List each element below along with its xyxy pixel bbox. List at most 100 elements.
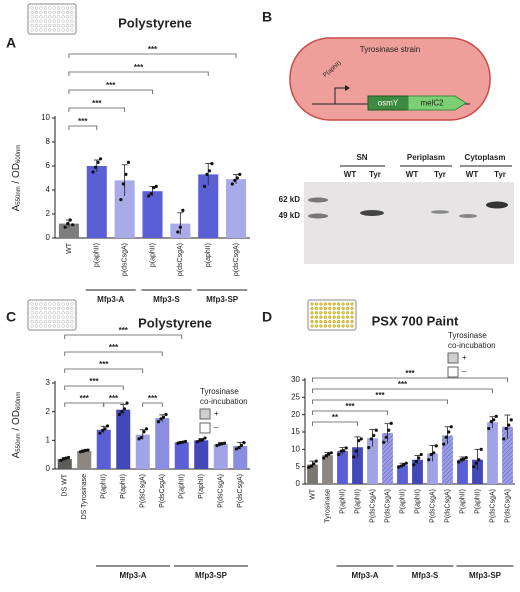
well <box>61 10 65 14</box>
data-point <box>367 446 371 450</box>
data-point <box>397 465 401 469</box>
well <box>328 315 332 319</box>
data-point <box>337 452 341 457</box>
well <box>39 311 43 315</box>
well <box>48 28 52 32</box>
bar <box>427 453 438 484</box>
well <box>43 28 47 32</box>
bar <box>155 418 170 469</box>
well <box>337 315 341 319</box>
panel-label: B <box>262 9 272 25</box>
y-tick-label: 25 <box>291 392 300 401</box>
well <box>34 320 39 324</box>
data-point <box>404 461 408 465</box>
well <box>39 324 43 328</box>
bar <box>135 434 150 469</box>
bar <box>457 459 468 484</box>
well <box>48 315 52 319</box>
data-point <box>474 461 478 465</box>
data-point <box>429 452 433 457</box>
y-tick-label: 0 <box>296 479 301 488</box>
significance-label: *** <box>109 394 119 403</box>
x-tick-label: P(dsCsgA) <box>444 489 451 523</box>
bar <box>96 429 111 469</box>
significance-bracket <box>312 388 493 393</box>
significance-bracket <box>312 421 358 426</box>
well <box>30 302 34 306</box>
data-point <box>387 428 391 432</box>
well <box>61 324 65 328</box>
y-label-part: 600nm <box>16 392 22 410</box>
significance-label: *** <box>405 369 415 378</box>
data-point <box>402 463 406 467</box>
data-point <box>233 178 237 182</box>
well <box>323 320 327 324</box>
data-point <box>66 222 70 226</box>
bar <box>397 465 408 484</box>
data-point <box>215 443 219 448</box>
significance-label: *** <box>148 394 158 403</box>
data-point <box>434 444 438 448</box>
data-point <box>105 424 110 428</box>
data-point <box>235 176 239 180</box>
well <box>30 19 34 23</box>
well <box>57 320 61 324</box>
well <box>323 311 327 315</box>
data-point <box>176 230 180 234</box>
data-point <box>479 447 483 451</box>
significance-bracket <box>68 89 153 94</box>
data-point <box>427 458 431 462</box>
data-point <box>464 456 468 460</box>
data-point <box>442 442 446 446</box>
legend-swatch <box>447 352 459 364</box>
data-point <box>81 449 85 453</box>
significance-bracket <box>312 399 448 404</box>
significance-label: *** <box>80 394 90 403</box>
well <box>341 315 345 319</box>
data-point <box>98 157 103 161</box>
x-tick-label: P(aphII) <box>179 474 186 499</box>
well <box>52 15 56 19</box>
bar <box>213 444 228 469</box>
data-point <box>329 451 333 455</box>
data-point <box>152 186 156 190</box>
significance-bracket <box>312 377 508 382</box>
data-point <box>142 430 146 434</box>
well <box>323 302 327 306</box>
significance-label: *** <box>78 117 88 126</box>
data-point <box>352 455 356 459</box>
well <box>43 320 47 324</box>
fraction-label: Periplasm <box>407 153 445 162</box>
data-point <box>61 457 66 461</box>
y-tick-label: 30 <box>291 375 300 384</box>
x-tick-label: p(aphII) <box>94 243 101 267</box>
well <box>341 311 345 315</box>
well <box>39 28 43 32</box>
significance-label: *** <box>99 360 109 369</box>
data-point <box>147 194 151 198</box>
well <box>39 6 43 10</box>
group-label: Mfp3-SP <box>469 571 502 580</box>
data-point <box>487 426 491 431</box>
well <box>319 306 323 310</box>
lane-label: Tyr <box>434 170 446 179</box>
significance-label: *** <box>148 45 158 54</box>
well <box>345 306 350 310</box>
significance-bracket <box>68 107 126 112</box>
well <box>34 306 39 310</box>
well <box>61 311 65 315</box>
data-point <box>121 182 125 186</box>
well <box>43 315 47 319</box>
lane-label: WT <box>344 170 357 179</box>
data-point <box>178 441 183 445</box>
well <box>30 320 34 324</box>
well <box>43 10 47 14</box>
legend-title: Tyrosinase <box>200 387 239 396</box>
y-label-part: 600nm <box>16 145 22 163</box>
legend-label: + <box>462 353 467 362</box>
data-point <box>181 208 185 212</box>
data-point <box>202 184 207 188</box>
panel-label: D <box>262 309 272 325</box>
data-point <box>382 440 386 444</box>
well <box>310 306 314 310</box>
